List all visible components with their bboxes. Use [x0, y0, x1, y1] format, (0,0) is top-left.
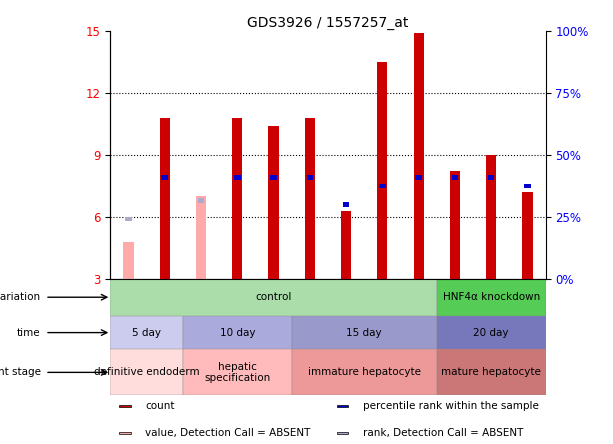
Bar [119, 405, 131, 407]
Bar [416, 175, 422, 180]
Bar [337, 432, 348, 434]
Bar [159, 118, 170, 279]
Text: 10 day: 10 day [219, 328, 255, 337]
Text: rank, Detection Call = ABSENT: rank, Detection Call = ABSENT [363, 428, 523, 438]
Bar [377, 62, 387, 279]
FancyBboxPatch shape [183, 316, 292, 349]
Bar [196, 196, 206, 279]
Bar [305, 118, 315, 279]
Bar [270, 175, 277, 180]
Text: genotype/variation: genotype/variation [0, 292, 40, 302]
FancyBboxPatch shape [436, 316, 546, 349]
FancyBboxPatch shape [110, 316, 183, 349]
FancyBboxPatch shape [110, 279, 436, 316]
Bar [337, 405, 348, 407]
Bar [306, 175, 313, 180]
Text: immature hepatocyte: immature hepatocyte [308, 367, 421, 377]
FancyBboxPatch shape [292, 349, 436, 395]
Bar [119, 432, 131, 434]
Text: value, Detection Call = ABSENT: value, Detection Call = ABSENT [145, 428, 311, 438]
Text: development stage: development stage [0, 367, 40, 377]
FancyBboxPatch shape [436, 279, 546, 316]
Bar [524, 183, 531, 188]
Text: definitive endoderm: definitive endoderm [94, 367, 199, 377]
Text: count: count [145, 401, 175, 411]
Bar [198, 198, 204, 202]
Text: 5 day: 5 day [132, 328, 161, 337]
Text: percentile rank within the sample: percentile rank within the sample [363, 401, 539, 411]
Bar [125, 217, 132, 221]
Text: mature hepatocyte: mature hepatocyte [441, 367, 541, 377]
Bar [488, 175, 495, 180]
Bar [486, 155, 497, 279]
Bar [123, 242, 134, 279]
FancyBboxPatch shape [436, 349, 546, 395]
Bar [234, 175, 240, 180]
Text: hepatic
specification: hepatic specification [204, 361, 270, 383]
Text: 20 day: 20 day [473, 328, 509, 337]
Bar [450, 171, 460, 279]
Bar [522, 192, 533, 279]
Bar [343, 202, 349, 206]
FancyBboxPatch shape [292, 316, 436, 349]
Bar [414, 33, 424, 279]
Text: control: control [256, 292, 292, 302]
Text: HNF4α knockdown: HNF4α knockdown [443, 292, 540, 302]
Text: time: time [17, 328, 40, 337]
Title: GDS3926 / 1557257_at: GDS3926 / 1557257_at [247, 16, 409, 30]
FancyBboxPatch shape [183, 349, 292, 395]
FancyBboxPatch shape [110, 349, 183, 395]
Text: 15 day: 15 day [346, 328, 382, 337]
Bar [341, 210, 351, 279]
Bar [268, 126, 279, 279]
Bar [452, 175, 458, 180]
Bar [161, 175, 168, 180]
Bar [232, 118, 242, 279]
Bar [379, 183, 386, 188]
